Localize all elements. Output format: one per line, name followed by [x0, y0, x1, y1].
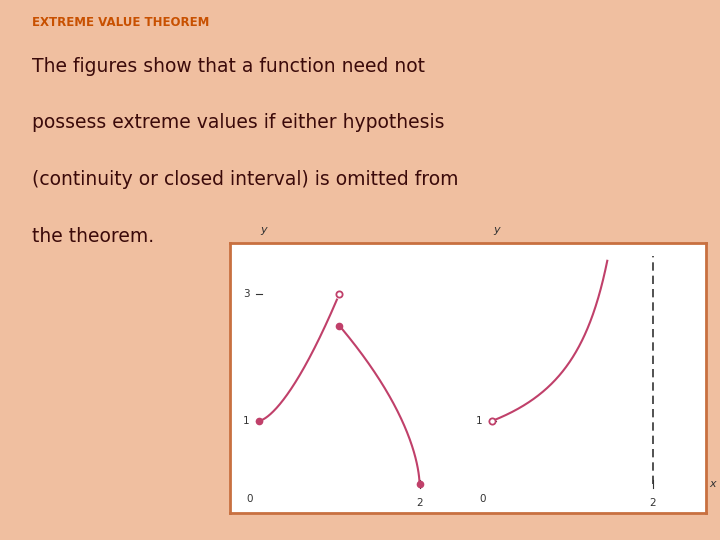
Text: 2: 2	[416, 498, 423, 508]
Text: 0: 0	[480, 494, 486, 504]
Text: 3: 3	[243, 289, 249, 299]
Text: 1: 1	[476, 416, 482, 426]
Text: 1: 1	[243, 416, 249, 426]
Text: y: y	[493, 225, 500, 235]
Text: (continuity or closed interval) is omitted from: (continuity or closed interval) is omitt…	[32, 170, 459, 189]
Text: The figures show that a function need not: The figures show that a function need no…	[32, 57, 426, 76]
Text: x: x	[709, 480, 716, 489]
Text: the theorem.: the theorem.	[32, 227, 155, 246]
Text: x: x	[476, 480, 482, 489]
Text: 0: 0	[246, 494, 253, 504]
Text: 2: 2	[649, 498, 656, 508]
Text: y: y	[260, 225, 266, 235]
Text: possess extreme values if either hypothesis: possess extreme values if either hypothe…	[32, 113, 445, 132]
Text: EXTREME VALUE THEOREM: EXTREME VALUE THEOREM	[32, 16, 210, 29]
